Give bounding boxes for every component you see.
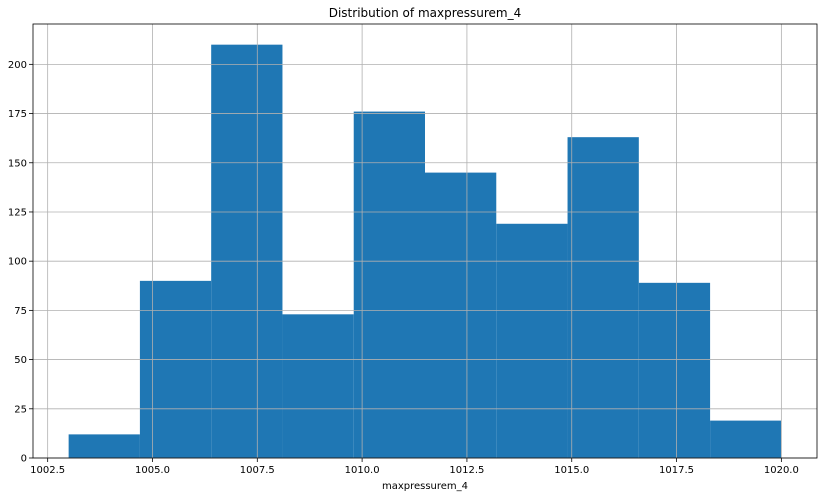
x-tick-label: 1002.5 — [30, 465, 65, 476]
x-tick-label: 1012.5 — [449, 465, 484, 476]
y-tick-label: 25 — [14, 404, 27, 415]
x-axis-label: maxpressurem_4 — [382, 481, 468, 492]
x-tick-label: 1015.0 — [554, 465, 589, 476]
histogram-bar — [638, 282, 711, 458]
grid — [33, 24, 817, 459]
y-tick-label: 125 — [8, 207, 27, 218]
x-tick-label: 1017.5 — [659, 465, 694, 476]
y-tick-label: 50 — [14, 355, 27, 366]
plot-frame — [32, 23, 818, 459]
y-tick-label: 175 — [8, 109, 27, 120]
histogram-bar — [353, 111, 425, 458]
histogram-bar — [710, 420, 782, 458]
histogram-bar — [567, 137, 639, 458]
y-tick-label: 100 — [8, 257, 27, 268]
x-tick-label: 1005.0 — [135, 465, 170, 476]
histogram-bar — [68, 434, 140, 458]
y-tick-label: 150 — [8, 158, 27, 169]
x-tick-label: 1010.0 — [345, 465, 380, 476]
x-axis-ticks: 1002.5 1005.0 1007.5 1010.0 1012.5 1015.0 1017… — [30, 458, 799, 476]
histogram-bar — [139, 280, 212, 458]
histogram-bar — [496, 223, 568, 458]
histogram-bar — [211, 44, 283, 459]
bars — [68, 44, 782, 459]
x-tick-label: 1020.0 — [764, 465, 799, 476]
x-tick-label: 1007.5 — [240, 465, 275, 476]
y-tick-label: 0 — [21, 454, 27, 465]
histogram-bar — [282, 314, 354, 458]
y-tick-label: 200 — [8, 60, 27, 71]
axes — [32, 23, 818, 459]
chart-title: Distribution of maxpressurem_4 — [329, 6, 522, 20]
y-tick-label: 75 — [14, 306, 27, 317]
histogram-bar — [425, 172, 497, 458]
y-axis-ticks: 0 25 50 75 100 125 150 175 200 — [8, 60, 33, 465]
